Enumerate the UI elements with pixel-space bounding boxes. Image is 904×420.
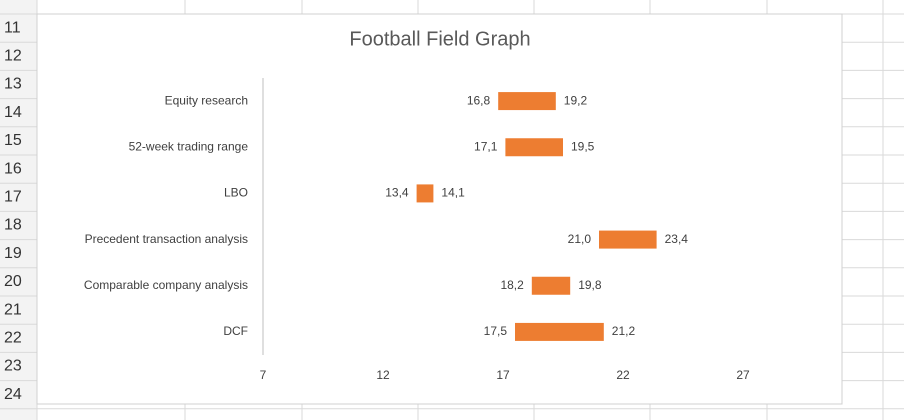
category-label: DCF xyxy=(223,324,248,338)
x-tick-label: 17 xyxy=(496,368,510,382)
bar xyxy=(498,92,556,111)
high-label: 21,2 xyxy=(612,324,636,338)
category-label: Equity research xyxy=(165,93,248,107)
chart-title: Football Field Graph xyxy=(349,28,530,50)
row-number: 22 xyxy=(4,330,22,347)
x-tick-label: 12 xyxy=(376,368,390,382)
row-number: 20 xyxy=(4,273,22,290)
category-label: Precedent transaction analysis xyxy=(85,232,248,246)
category-label: Comparable company analysis xyxy=(84,278,248,292)
category-label: 52-week trading range xyxy=(129,139,249,153)
chart-area xyxy=(36,13,843,405)
low-label: 18,2 xyxy=(500,278,524,292)
row-number: 24 xyxy=(4,386,22,403)
low-label: 17,1 xyxy=(474,139,498,153)
bar xyxy=(416,184,434,203)
bar xyxy=(531,276,571,295)
row-number: 21 xyxy=(4,301,22,318)
x-tick-label: 27 xyxy=(736,368,750,382)
category-label: LBO xyxy=(224,186,248,200)
low-label: 17,5 xyxy=(484,324,508,338)
x-tick-label: 22 xyxy=(616,368,630,382)
bar xyxy=(505,138,563,157)
row-number: 17 xyxy=(4,189,22,206)
row-number: 19 xyxy=(4,245,22,262)
row-number: 23 xyxy=(4,358,22,375)
high-label: 19,2 xyxy=(564,93,588,107)
low-label: 13,4 xyxy=(385,186,409,200)
row-number: 18 xyxy=(4,217,22,234)
bar xyxy=(515,322,604,341)
low-label: 21,0 xyxy=(568,232,592,246)
high-label: 14,1 xyxy=(441,186,465,200)
row-number: 12 xyxy=(4,48,22,65)
high-label: 19,5 xyxy=(571,139,595,153)
bar xyxy=(599,230,657,249)
row-number: 16 xyxy=(4,160,22,177)
row-number: 15 xyxy=(4,132,22,149)
low-label: 16,8 xyxy=(467,93,491,107)
high-label: 23,4 xyxy=(665,232,689,246)
row-number: 14 xyxy=(4,104,22,121)
high-label: 19,8 xyxy=(578,278,602,292)
row-number: 11 xyxy=(4,19,21,36)
row-number: 13 xyxy=(4,76,22,93)
x-tick-label: 7 xyxy=(260,368,267,382)
